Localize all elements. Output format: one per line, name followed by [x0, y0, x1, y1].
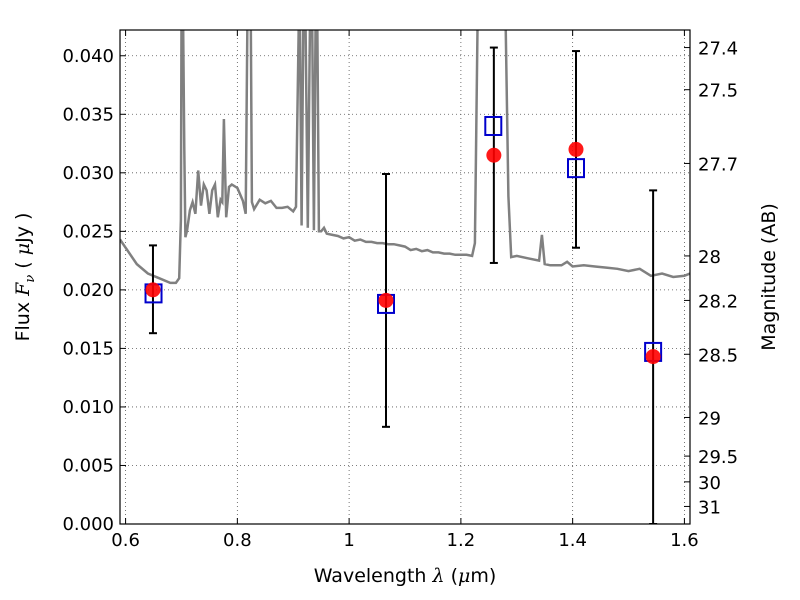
- x-tick-label: 0.6: [111, 530, 140, 551]
- y2-tick-label: 27.4: [698, 39, 738, 60]
- y-tick-label: 0.025: [62, 221, 114, 242]
- x-tick-label: 1.6: [670, 530, 699, 551]
- y-tick-label: 0.040: [62, 46, 114, 67]
- y2-tick-label: 31: [698, 497, 721, 518]
- plot-frame: [119, 29, 691, 525]
- y-tick-label: 0.000: [62, 514, 114, 535]
- y2-axis-label: Magnitude (AB): [758, 203, 780, 351]
- y2-tick-label: 30: [698, 473, 721, 494]
- x-axis-label: Wavelength λ (μm): [314, 565, 497, 587]
- y2-tick-label: 27.7: [698, 154, 738, 175]
- y-axis-label: Flux Fν ( μJy ): [12, 213, 38, 342]
- y-tick-label: 0.005: [62, 455, 114, 476]
- y-tick-label: 0.010: [62, 397, 114, 418]
- x-tick-label: 0.8: [223, 530, 252, 551]
- y2-tick-label: 28.2: [698, 291, 738, 312]
- model-spectrum-line: [120, 30, 690, 285]
- y2-tick-label: 27.5: [698, 81, 738, 102]
- y-tick-label: 0.030: [62, 163, 114, 184]
- plot-area: [120, 30, 690, 524]
- y-tick-label: 0.020: [62, 280, 114, 301]
- model-photometry-marker: [567, 158, 585, 179]
- observed-point: [486, 147, 502, 163]
- observed-point: [568, 141, 584, 157]
- y2-tick-label: 29: [698, 408, 721, 429]
- y2-tick-label: 29.5: [698, 447, 738, 468]
- x-tick-label: 1.2: [447, 530, 476, 551]
- observed-point: [645, 349, 661, 365]
- y-tick-label: 0.035: [62, 104, 114, 125]
- observed-point: [145, 282, 161, 298]
- x-tick-label: 1.4: [558, 530, 587, 551]
- model-photometry-marker: [484, 115, 503, 136]
- y2-tick-label: 28.5: [698, 345, 738, 366]
- observed-point: [378, 292, 394, 308]
- y-tick-label: 0.015: [62, 338, 114, 359]
- axes-ticks: 0.6 0.8 1 1.2 1.4 1.6 0.000 0.005 0.010 0.015 0.02…: [62, 30, 738, 551]
- x-tick-label: 1: [343, 530, 354, 551]
- y2-tick-label: 28: [698, 247, 721, 268]
